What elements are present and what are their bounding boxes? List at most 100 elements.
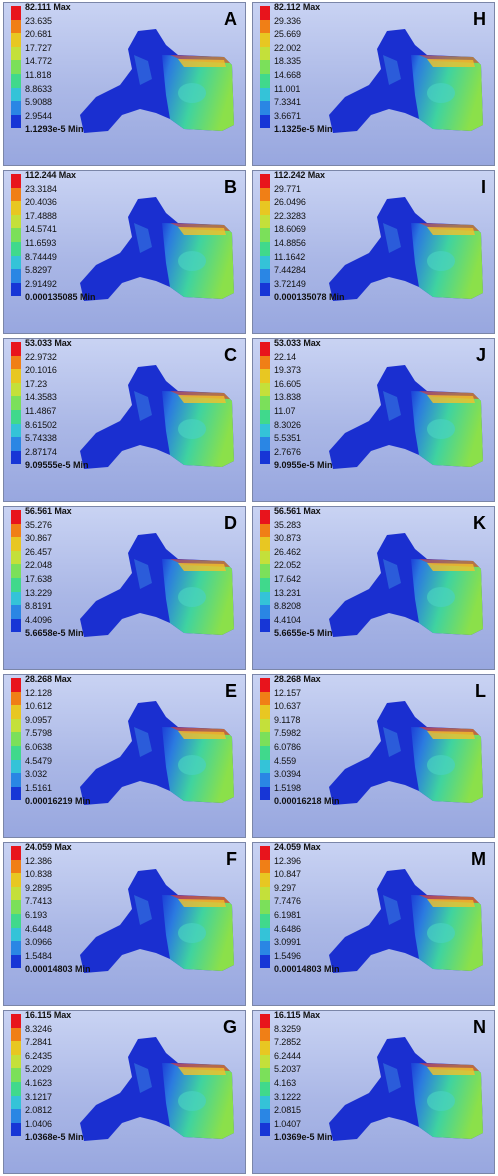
legend-value-label: 14.668 bbox=[274, 69, 301, 80]
legend-min-label: 1.0369e-5 Min bbox=[274, 1132, 333, 1143]
legend-row: 2.9544 bbox=[8, 111, 98, 129]
legend-swatch bbox=[260, 900, 270, 914]
legend-row: 26.462 bbox=[257, 547, 347, 565]
legend-value-label: 16.605 bbox=[274, 378, 301, 389]
legend-swatch bbox=[11, 19, 21, 34]
legend-value-label: 5.74338 bbox=[25, 433, 57, 444]
stress-panel-n: 16.115 Max 8.3259 7.2852 6.2444 5.2037 4.163 3… bbox=[252, 1010, 495, 1174]
legend-value-label: 20.681 bbox=[25, 29, 52, 40]
legend-value-label: 5.2037 bbox=[274, 1064, 301, 1075]
legend-swatch bbox=[11, 846, 21, 860]
legend-value-label: 6.2435 bbox=[25, 1050, 52, 1061]
legend-value-label: 8.3259 bbox=[274, 1023, 301, 1034]
legend-row: 9.297 bbox=[257, 883, 347, 901]
legend-min-label: 1.0368e-5 Min bbox=[25, 1132, 84, 1143]
legend-row: 5.74338 bbox=[8, 433, 98, 451]
stress-panel-l: 28.268 Max 12.157 10.637 9.1178 7.5982 6.0786… bbox=[252, 674, 495, 838]
legend-value-label: 12.128 bbox=[25, 687, 52, 698]
vertebra-model bbox=[329, 29, 483, 133]
legend-value-label: 4.1623 bbox=[25, 1077, 52, 1088]
legend-row: 7.3341 bbox=[257, 97, 347, 115]
legend-swatch bbox=[11, 342, 21, 356]
legend-swatch bbox=[11, 605, 21, 619]
legend-swatch bbox=[260, 577, 270, 592]
legend-row: 5.5351 bbox=[257, 433, 347, 451]
legend-swatch bbox=[11, 1014, 21, 1028]
legend-value-label: 11.1642 bbox=[274, 251, 306, 262]
vertebra-model bbox=[329, 533, 483, 637]
legend-value-label: 22.3283 bbox=[274, 210, 306, 221]
legend-value-label: 2.7676 bbox=[274, 446, 301, 457]
legend-swatch bbox=[260, 886, 270, 901]
legend-value-label: 18.6069 bbox=[274, 224, 306, 235]
legend-row: 7.5798 bbox=[8, 728, 98, 746]
legend-value-label: 13.838 bbox=[274, 392, 301, 403]
legend-value-label: 17.642 bbox=[274, 573, 301, 584]
legend-swatch bbox=[11, 214, 21, 229]
legend-row: 2.7676 bbox=[257, 447, 347, 465]
legend-swatch bbox=[11, 886, 21, 901]
legend-swatch bbox=[260, 759, 270, 774]
legend-value-label: 8.74449 bbox=[25, 251, 57, 262]
legend-value-label: 4.6486 bbox=[274, 923, 301, 934]
legend-swatch bbox=[11, 618, 21, 633]
panel-letter: L bbox=[475, 681, 486, 701]
legend-value-label: 8.8633 bbox=[25, 83, 52, 94]
legend-value-label: 29.771 bbox=[274, 183, 301, 194]
legend-row: 5.9088 bbox=[8, 97, 98, 115]
legend-swatch bbox=[260, 255, 270, 270]
legend-value-label: 6.193 bbox=[25, 909, 48, 920]
vertebra-model bbox=[80, 29, 234, 133]
legend-row: 35.283 bbox=[257, 520, 347, 538]
legend-row: 16.115 Max bbox=[257, 1011, 347, 1028]
legend-value-label: 2.87174 bbox=[25, 446, 57, 457]
legend-min-label: 1.1325e-5 Min bbox=[274, 124, 333, 135]
legend-value-label: 11.001 bbox=[274, 83, 301, 94]
legend-swatch bbox=[11, 773, 21, 787]
legend-value-label: 7.7413 bbox=[25, 896, 52, 907]
legend-value-label: 20.4036 bbox=[25, 197, 57, 208]
legend-swatch bbox=[11, 927, 21, 942]
color-legend: 56.561 Max 35.276 30.867 26.457 22.048 17.638… bbox=[8, 507, 98, 638]
legend-value-label: 12.386 bbox=[25, 855, 52, 866]
legend-swatch bbox=[11, 1054, 21, 1069]
legend-value-label: 1.5198 bbox=[274, 782, 301, 793]
legend-swatch bbox=[11, 954, 21, 969]
legend-swatch bbox=[260, 369, 270, 383]
legend-min-label: 5.6658e-5 Min bbox=[25, 628, 84, 639]
legend-row: 2.87174 bbox=[8, 447, 98, 465]
legend-row: 2.91492 bbox=[8, 279, 98, 297]
legend-row: 13.231 bbox=[257, 588, 347, 606]
legend-value-label: 3.6671 bbox=[274, 110, 301, 121]
panel-letter: B bbox=[224, 177, 237, 197]
legend-value-label: 12.157 bbox=[274, 687, 301, 698]
legend-swatch bbox=[260, 873, 270, 887]
legend-row: 10.612 bbox=[8, 701, 98, 719]
legend-row: 30.867 bbox=[8, 533, 98, 551]
legend-row: 16.115 Max bbox=[8, 1011, 98, 1028]
legend-swatch bbox=[11, 282, 21, 297]
legend-swatch bbox=[260, 564, 270, 578]
legend-value-label: 8.8191 bbox=[25, 601, 52, 612]
legend-value-label: 10.847 bbox=[274, 869, 301, 880]
stress-panel-b: 112.244 Max 23.3184 20.4036 17.4888 14.5741 1… bbox=[3, 170, 246, 334]
legend-swatch bbox=[11, 1068, 21, 1082]
legend-row: 82.112 Max bbox=[257, 3, 347, 20]
legend-value-label: 8.3026 bbox=[274, 419, 301, 430]
legend-max-label: 53.033 Max bbox=[25, 338, 72, 348]
legend-value-label: 8.8208 bbox=[274, 601, 301, 612]
legend-swatch bbox=[11, 510, 21, 524]
legend-min-label: 9.09555e-5 Min bbox=[25, 460, 89, 471]
legend-value-label: 6.1981 bbox=[274, 909, 301, 920]
legend-max-label: 24.059 Max bbox=[25, 842, 72, 852]
legend-swatch bbox=[11, 101, 21, 115]
legend-row: 11.001 bbox=[257, 84, 347, 102]
legend-max-label: 112.242 Max bbox=[274, 170, 325, 180]
legend-swatch bbox=[260, 174, 270, 188]
legend-row: 3.0966 bbox=[8, 937, 98, 955]
vertebra-model bbox=[80, 365, 234, 469]
legend-row: 6.0786 bbox=[257, 742, 347, 760]
legend-row: 1.5161 bbox=[8, 783, 98, 801]
legend-swatch bbox=[260, 550, 270, 565]
legend-row: 14.668 bbox=[257, 70, 347, 88]
